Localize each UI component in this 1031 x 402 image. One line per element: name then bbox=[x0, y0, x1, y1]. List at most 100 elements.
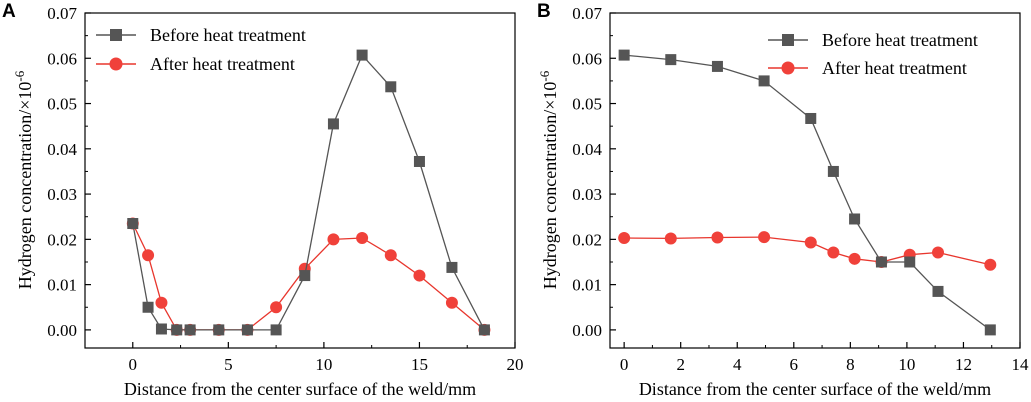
data-point bbox=[984, 324, 996, 336]
data-point bbox=[618, 231, 631, 244]
data-point bbox=[299, 270, 311, 282]
data-point bbox=[849, 213, 861, 225]
data-point bbox=[664, 232, 677, 245]
data-point bbox=[446, 261, 458, 273]
y-tick-label: 0.00 bbox=[572, 321, 602, 340]
data-point bbox=[711, 231, 724, 244]
x-axis-a: 0 5 10 15 20 bbox=[129, 342, 524, 374]
panel-label-b: B bbox=[537, 1, 551, 22]
x-tick-label: 0 bbox=[620, 355, 629, 374]
data-point bbox=[241, 324, 253, 336]
legend-marker-before-b bbox=[782, 34, 794, 46]
y-tick-label: 0.00 bbox=[47, 321, 77, 340]
y-axis-label-b-text: Hydrogen concentration/×10 bbox=[540, 82, 560, 290]
x-tick-label: 8 bbox=[846, 355, 855, 374]
y-tick-label: 0.03 bbox=[572, 185, 602, 204]
x-tick-label: 12 bbox=[955, 355, 972, 374]
y-tick-label: 0.02 bbox=[47, 230, 77, 249]
x-axis-b: 0 2 4 6 8 10 12 14 bbox=[620, 342, 1029, 374]
y-tick-label: 0.05 bbox=[47, 95, 77, 114]
data-point bbox=[270, 301, 283, 314]
data-point bbox=[804, 236, 817, 249]
y-tick-label: 0.03 bbox=[47, 185, 77, 204]
data-point bbox=[356, 49, 368, 61]
y-tick-label: 0.07 bbox=[572, 4, 602, 23]
data-point bbox=[155, 323, 167, 335]
y-axis-label-b-exponent: -6 bbox=[537, 70, 552, 81]
y-axis-label-a-text: Hydrogen concentration/×10 bbox=[15, 82, 35, 290]
data-point bbox=[155, 296, 168, 309]
data-point bbox=[758, 231, 771, 244]
data-point bbox=[184, 324, 196, 336]
data-point bbox=[758, 75, 770, 87]
legend-label-before-a: Before heat treatment bbox=[150, 25, 306, 45]
data-point bbox=[384, 249, 397, 262]
y-axis-a: 0.00 0.01 0.02 0.03 0.04 0.05 0.06 0.07 bbox=[47, 4, 91, 340]
data-point bbox=[711, 60, 723, 72]
x-tick-label: 15 bbox=[411, 355, 428, 374]
data-point bbox=[932, 246, 944, 259]
chart-panel-b: B 0 2 4 6 8 10 12 14 0.000.010.020.030.040.050.… bbox=[537, 1, 1029, 399]
chart-panel-a: A 0 5 10 15 20 0.000.010.020.030.040.050.060… bbox=[2, 1, 524, 399]
data-point bbox=[413, 155, 425, 167]
x-tick-label: 2 bbox=[676, 355, 685, 374]
plot-frame-a bbox=[84, 12, 516, 349]
x-axis-label-a: Distance from the center surface of the … bbox=[124, 379, 476, 399]
data-point bbox=[445, 296, 458, 309]
x-tick-label: 14 bbox=[1012, 355, 1030, 374]
data-point bbox=[327, 233, 340, 246]
x-tick-label: 5 bbox=[224, 355, 233, 374]
data-point bbox=[142, 249, 155, 262]
y-tick-label: 0.02 bbox=[572, 230, 602, 249]
data-point bbox=[127, 218, 139, 230]
legend-label-after-a: After heat treatment bbox=[150, 54, 295, 74]
data-point bbox=[875, 256, 887, 268]
data-point bbox=[827, 165, 839, 177]
data-point bbox=[478, 324, 490, 336]
data-point bbox=[932, 285, 944, 297]
data-point bbox=[805, 112, 817, 124]
x-tick-label: 20 bbox=[507, 355, 524, 374]
x-tick-label: 10 bbox=[898, 355, 915, 374]
panel-label-a: A bbox=[2, 1, 16, 22]
data-point bbox=[142, 301, 154, 313]
series-group-b bbox=[618, 49, 997, 336]
data-point bbox=[827, 246, 840, 259]
y-tick-label: 0.04 bbox=[572, 140, 602, 159]
y-tick-label: 0.04 bbox=[47, 140, 77, 159]
y-axis-label-b: Hydrogen concentration/×10-6 bbox=[537, 70, 560, 289]
y-tick-label: 0.01 bbox=[572, 276, 602, 295]
data-point bbox=[356, 231, 369, 244]
data-point bbox=[171, 324, 183, 336]
series-group-a bbox=[126, 49, 491, 336]
x-tick-label: 0 bbox=[129, 355, 138, 374]
data-point bbox=[327, 118, 339, 130]
x-tick-label: 10 bbox=[315, 355, 332, 374]
data-point bbox=[618, 49, 630, 61]
data-point bbox=[984, 258, 997, 271]
x-tick-label: 6 bbox=[790, 355, 799, 374]
y-axis-label-a: Hydrogen concentration/×10-6 bbox=[12, 70, 35, 289]
data-point bbox=[413, 269, 426, 282]
legend-b: Before heat treatment After heat treatme… bbox=[768, 30, 978, 78]
y-tick-label: 0.06 bbox=[572, 49, 602, 68]
data-point bbox=[213, 324, 225, 336]
legend-marker-after-b bbox=[781, 61, 795, 75]
legend-a: Before heat treatment After heat treatme… bbox=[96, 25, 306, 74]
y-tick-label: 0.01 bbox=[47, 276, 77, 295]
legend-marker-after-a bbox=[109, 57, 123, 71]
y-tick-label: 0.07 bbox=[47, 4, 77, 23]
x-axis-label-b: Distance from the center surface of the … bbox=[639, 379, 991, 399]
y-axis-label-a-exponent: -6 bbox=[12, 70, 27, 81]
y-axis-b: 0.00 0.01 0.02 0.03 0.04 0.05 0.06 0.07 bbox=[572, 4, 616, 340]
data-point bbox=[848, 252, 861, 265]
legend-marker-before-a bbox=[110, 29, 122, 41]
data-point bbox=[665, 54, 677, 66]
x-tick-label: 4 bbox=[733, 355, 742, 374]
legend-label-after-b: After heat treatment bbox=[822, 58, 967, 78]
data-point bbox=[385, 81, 397, 93]
data-point bbox=[904, 256, 916, 268]
y-tick-label: 0.05 bbox=[572, 95, 602, 114]
plot-frame-b bbox=[609, 12, 1021, 349]
